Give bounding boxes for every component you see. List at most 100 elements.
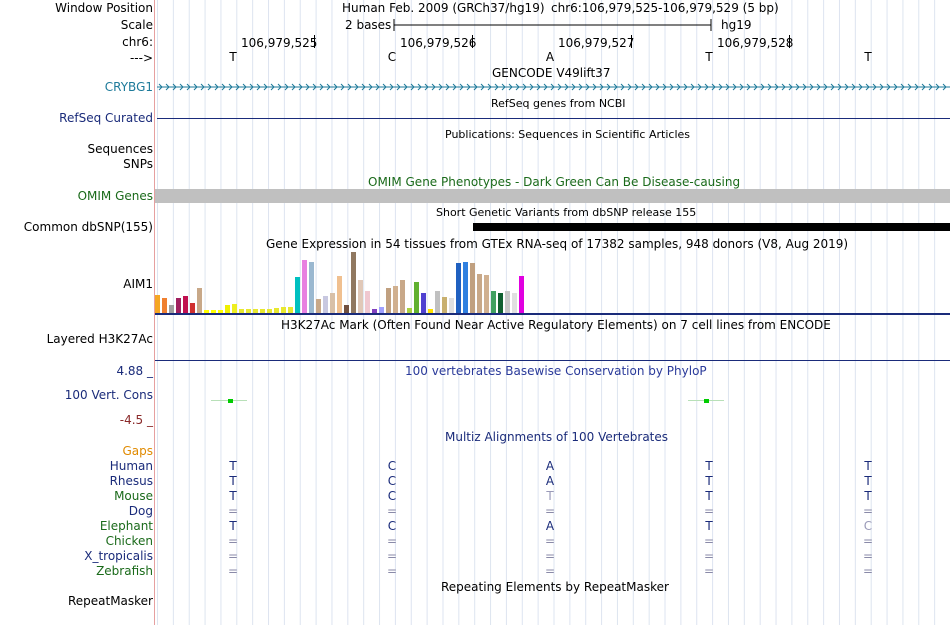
sequences-track-label[interactable]: Sequences [87,142,153,156]
gtex-tissue-bar[interactable] [365,291,370,313]
gtex-tissue-bar[interactable] [204,310,209,313]
dbsnp-track-title: Short Genetic Variants from dbSNP releas… [436,206,697,219]
repeatmasker-track-title: Repeating Elements by RepeatMasker [441,580,669,594]
gtex-tissue-bar[interactable] [169,305,174,313]
gtex-tissue-bar[interactable] [155,295,160,313]
dbsnp-track-label[interactable]: Common dbSNP(155) [23,220,153,234]
refseq-track-label[interactable]: RefSeq Curated [59,111,153,125]
dbsnp-variant-bar[interactable] [473,223,950,231]
gtex-tissue-bar[interactable] [225,305,230,313]
gtex-tissue-bar[interactable] [183,296,188,313]
gtex-tissue-bar[interactable] [218,310,223,313]
gtex-tissue-bar[interactable] [484,275,489,313]
gtex-track-label[interactable]: AIM1 [123,277,153,291]
species-label-dog[interactable]: Dog [128,504,153,518]
gtex-tissue-bar[interactable] [428,309,433,313]
omim-track-label[interactable]: OMIM Genes [77,189,153,203]
repeatmasker-track-label[interactable]: RepeatMasker [67,594,153,608]
species-label-zebrafish[interactable]: Zebrafish [96,564,153,578]
gtex-tissue-bar[interactable] [211,310,216,313]
gtex-tissue-bar[interactable] [435,291,440,313]
gtex-tissue-bar[interactable] [337,276,342,313]
gtex-tissue-bar[interactable] [498,293,503,313]
gtex-tissue-bar[interactable] [463,262,468,313]
refseq-gene-line[interactable] [157,118,950,119]
alignment-base: = [703,534,715,548]
gtex-tissue-bar[interactable] [358,280,363,313]
gtex-tissue-bar[interactable] [274,308,279,313]
gtex-tissue-bar[interactable] [239,309,244,313]
gtex-tissue-bar[interactable] [344,305,349,313]
alignment-base: = [227,534,239,548]
phylop-track-label[interactable]: 100 Vert. Cons [64,388,153,402]
gtex-tissue-bar[interactable] [372,309,377,313]
gtex-tissue-bar[interactable] [456,263,461,313]
phylop-min-label: -4.5 _ [119,413,153,427]
gtex-tissue-bar[interactable] [260,309,265,313]
gtex-tissue-bar[interactable] [400,280,405,313]
h3k27ac-track-label[interactable]: Layered H3K27Ac [46,332,153,346]
gtex-tissue-bar[interactable] [267,309,272,313]
crybg1-gene-feature[interactable] [157,80,950,94]
strand-arrow-icon [431,83,436,91]
species-label-x_tropicalis[interactable]: X_tropicalis [84,549,153,563]
gtex-tissue-bar[interactable] [309,262,314,313]
gtex-tissue-bar[interactable] [302,260,307,313]
gtex-tissue-bar[interactable] [519,276,524,313]
omim-phenotype-bar[interactable] [155,189,950,203]
gtex-tissue-bar[interactable] [323,296,328,313]
strand-arrow-icon [214,83,219,91]
gtex-expression-chart[interactable] [155,252,535,313]
species-label-rhesus[interactable]: Rhesus [109,474,153,488]
gtex-tissue-bar[interactable] [393,286,398,313]
multiz-track-title: Multiz Alignments of 100 Vertebrates [445,430,669,444]
alignment-base: = [386,549,398,563]
strand-arrow-icon [844,83,849,91]
gtex-tissue-bar[interactable] [176,298,181,313]
gtex-tissue-bar[interactable] [232,304,237,313]
strand-arrow-icon [403,83,408,91]
gtex-tissue-bar[interactable] [442,297,447,313]
alignment-base: C [387,489,397,503]
gtex-tissue-bar[interactable] [316,299,321,313]
phylop-mark-1[interactable] [228,399,233,403]
gtex-tissue-bar[interactable] [351,252,356,313]
species-label-mouse[interactable]: Mouse [114,489,153,503]
position-readout[interactable]: chr6:106,979,525-106,979,529 (5 bp) [551,1,779,15]
gtex-tissue-bar[interactable] [470,263,475,313]
strand-arrow-icon [879,83,884,91]
strand-arrow-icon [907,83,912,91]
gtex-tissue-bar[interactable] [295,277,300,313]
gtex-tissue-bar[interactable] [281,307,286,313]
species-label-elephant[interactable]: Elephant [99,519,153,533]
gaps-label[interactable]: Gaps [122,444,153,458]
strand-arrow-icon [928,83,933,91]
gtex-tissue-bar[interactable] [197,288,202,313]
gtex-tissue-bar[interactable] [477,274,482,313]
gtex-tissue-bar[interactable] [505,291,510,313]
gtex-tissue-bar[interactable] [414,282,419,313]
gtex-tissue-bar[interactable] [386,288,391,313]
species-label-human[interactable]: Human [109,459,153,473]
species-label-chicken[interactable]: Chicken [105,534,153,548]
gtex-tissue-bar[interactable] [246,309,251,313]
gtex-tissue-bar[interactable] [407,308,412,313]
phylop-mark-2[interactable] [704,399,709,403]
snps-track-label[interactable]: SNPs [123,157,153,171]
gencode-track-label[interactable]: CRYBG1 [104,80,153,94]
strand-arrow-icon [291,83,296,91]
strand-arrow-icon [277,83,282,91]
gtex-tissue-bar[interactable] [253,309,258,313]
gtex-tissue-bar[interactable] [330,293,335,313]
gtex-tissue-bar[interactable] [288,307,293,313]
gtex-tissue-bar[interactable] [162,298,167,313]
gtex-tissue-bar[interactable] [449,298,454,313]
gtex-tissue-bar[interactable] [190,303,195,313]
gtex-tissue-bar[interactable] [512,293,517,313]
gtex-tissue-bar[interactable] [379,307,384,313]
strand-arrow-icon [557,83,562,91]
alignment-base: T [705,489,713,503]
gtex-tissue-bar[interactable] [421,293,426,313]
gtex-tissue-bar[interactable] [491,291,496,313]
